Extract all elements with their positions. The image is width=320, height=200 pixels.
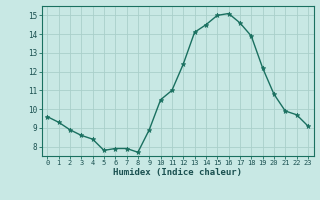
X-axis label: Humidex (Indice chaleur): Humidex (Indice chaleur) xyxy=(113,168,242,177)
